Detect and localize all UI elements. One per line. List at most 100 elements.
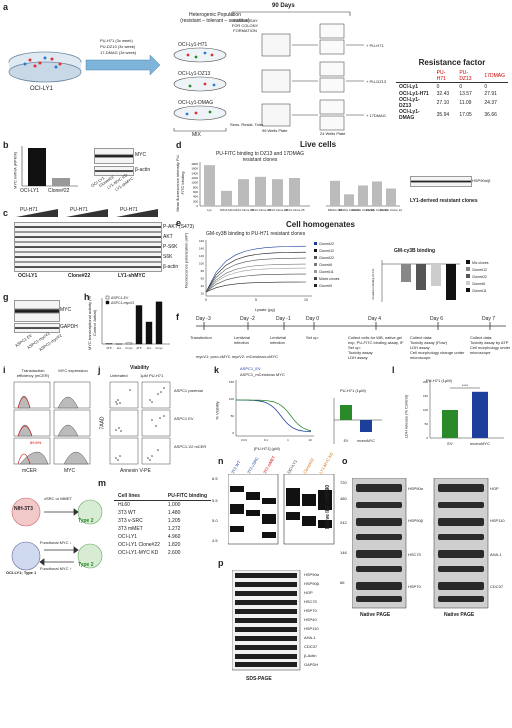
m-row-val: 1.205 (167, 518, 181, 524)
h-cat-label: dox (117, 346, 122, 350)
c-blot-pakt (14, 222, 162, 232)
h-cat-label: dox (147, 346, 152, 350)
c-drug-3: PU-H71 (120, 207, 138, 213)
n-lane-4: OCI-LY1 (286, 458, 298, 475)
sens-label: Sens. Resist. Toler. (230, 122, 265, 127)
k-legend-2: ASPC1_mCerulean MYC (240, 372, 285, 377)
d-bar-label: DZ13 Clone 16 (250, 208, 271, 212)
rf-cell: 35.94 (436, 112, 450, 118)
m-col2: PU-FITC binding (167, 493, 208, 499)
c-group-3: LY1-shMYC (118, 273, 146, 279)
rf-cell: 27.10 (436, 100, 450, 106)
k-bar (360, 420, 372, 432)
e-ytick: 120 (199, 254, 204, 258)
e-curve (205, 267, 307, 293)
c-drug-1: PU-H71 (20, 207, 38, 213)
plate24-label: 24 Wells Plate (320, 131, 346, 136)
l-ylabel: LDH release (% Control) (403, 394, 409, 439)
p-row: HSP70 (304, 608, 317, 613)
f-day-6: Day 6 (430, 316, 444, 322)
add-pudz13: + PU-DZ13 (366, 79, 387, 84)
h-bar (155, 301, 163, 345)
d-blot-hsp90 (410, 176, 472, 187)
n-tick-3: 5.0 (212, 518, 218, 523)
l-sig-label: **** (462, 383, 469, 388)
e-xlabel: Lysate (μg) (255, 307, 275, 312)
o-marker-4: 146 (340, 550, 347, 555)
p-row: HSC70 (304, 599, 317, 604)
p-sds-gel (232, 570, 301, 671)
rf-cell: 0 (484, 83, 488, 90)
n-tick-1: 6.5 (212, 476, 218, 481)
mix-label: MIX (192, 132, 201, 138)
o-marker-2: 480 (340, 496, 347, 501)
p-footer: SDS-PAGE (246, 676, 272, 682)
p-row: AHA-1 (304, 635, 316, 640)
e-legend-marker (314, 249, 317, 252)
e-inset-bar (401, 264, 411, 282)
d-bar (344, 194, 354, 206)
e-binding-curves: 160 140 120 100 80 60 40 200 5 10 Clone#22 Clone#12… (199, 239, 340, 302)
rf-cell: 11.09 (459, 100, 472, 106)
f-day-4: Day 0 (306, 316, 320, 322)
d-title: Live cells (300, 140, 337, 149)
m-row-val: 1.000 (167, 502, 181, 508)
panel-label-n: n (218, 456, 224, 466)
f-event-3: Lentiviral infection (270, 335, 287, 345)
k-bar-label: EV (344, 439, 349, 443)
l-ytick: 100 (423, 408, 428, 412)
n-lane-1: 3T3 WT (230, 459, 242, 475)
b-ylabel: MYC mRNA (RPKM) (12, 152, 18, 189)
h-legend-marker (105, 295, 110, 300)
panel-label-p: p (218, 558, 224, 568)
b-blot-label-myc: MYC (135, 152, 147, 158)
m-cell-1: NIH-3T3 (14, 506, 33, 512)
o-right-row-4: CDC37 (490, 584, 504, 589)
d-bar (255, 176, 266, 206)
d-bar-label: DZ13 Clone 15 (233, 208, 254, 212)
e-inset-legend-label: Clone#22 (472, 275, 487, 279)
l-bar (442, 410, 458, 438)
rf-row-name: OCI-Ly1-DZ13 (399, 97, 420, 109)
m-type-1: Type 2 (78, 518, 94, 524)
p-row: HSP90β (304, 581, 319, 586)
rf-cell: 32.43 (436, 90, 450, 97)
h-cat-label: Cmyc (125, 346, 133, 350)
o-left-row-3: HSC70 (408, 552, 421, 557)
panel-b-bar-chart (21, 146, 78, 187)
j-col-1: Untreated (110, 373, 128, 378)
d-ytick: 200 (193, 199, 198, 203)
d-ylabel: Mean fluorescence intensity PU-FITC bind… (175, 154, 185, 212)
k-bar-label: mceruMYC (357, 439, 375, 443)
d-ytick: 1800 (191, 162, 198, 166)
add-puh71: + PU-H71 (366, 43, 384, 48)
bar-clone22 (52, 178, 70, 186)
k-ytick: 0 (232, 431, 234, 435)
o-right-row-1: HOP (490, 486, 499, 491)
p-row-labels: HSP90α HSP90β HOP HSC70 HSP70 HSP40 HSP1… (304, 572, 319, 671)
k-xtick: 0.1 (264, 438, 269, 442)
rf-cell: 27.91 (484, 90, 497, 97)
h-cat-label: ATP (106, 346, 111, 350)
l-ytick: 200 (423, 380, 428, 384)
d-bar (272, 179, 283, 206)
population-title: Heterogenic Population (resistant – tole… (180, 12, 250, 24)
f-event-1: Transfection (190, 335, 212, 340)
line-label-h71: OCI-Ly1-H71 (178, 42, 208, 48)
e-inset-legend-marker (466, 274, 470, 278)
panel-label-d: d (176, 140, 182, 150)
o-marker-3: 242 (340, 520, 347, 525)
e-xtick: 10 (304, 298, 308, 302)
e-inset-legend-marker (466, 288, 470, 292)
rf-cell: 24.37 (484, 100, 497, 106)
e-curve (205, 281, 307, 293)
rf-cell: 17.05 (459, 112, 472, 118)
panel-label-a: a (3, 2, 9, 12)
rf-col-puh71: PU-H71 (436, 70, 446, 82)
e-legend-label: Clone#6 (319, 263, 332, 267)
p-row: HSP40 (304, 617, 317, 622)
d-bar (204, 165, 215, 206)
j-ylabel: 7AAD (99, 416, 106, 430)
d-bar-label: DMAG Clone 6 (339, 208, 360, 212)
f-event-6: Collect data: Toxicity assay (Flow) LDH … (410, 335, 465, 360)
